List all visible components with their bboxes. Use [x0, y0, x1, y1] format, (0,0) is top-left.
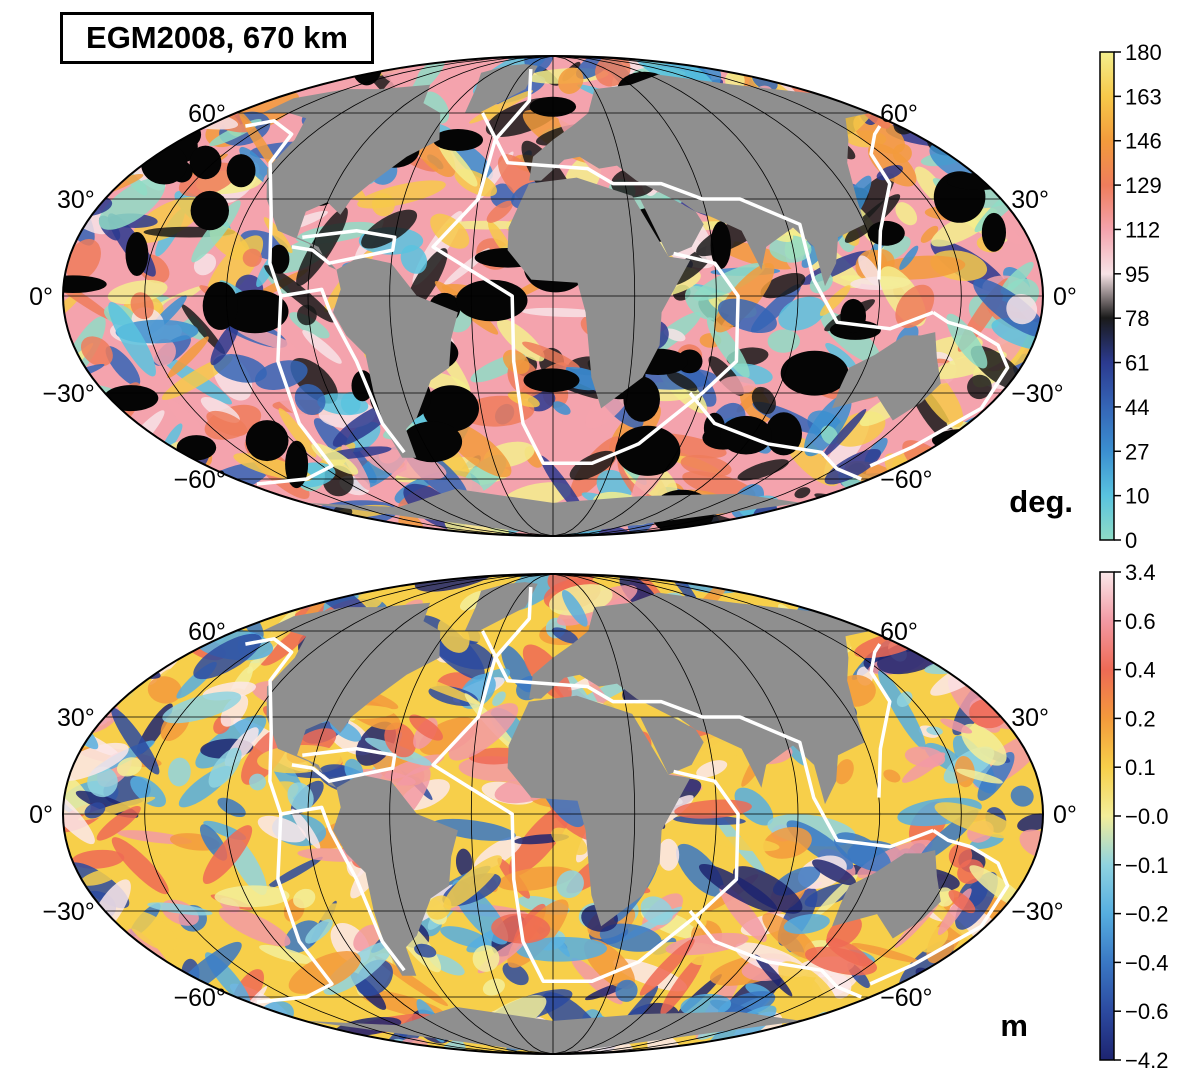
lat-label-left: −60°: [173, 466, 225, 494]
lat-label-left: 0°: [29, 801, 53, 829]
plate-boundaries: [245, 587, 1010, 1004]
lat-label-right: 60°: [880, 100, 918, 128]
lat-label-right: −60°: [880, 466, 932, 494]
colorbar-tick-label: 112: [1125, 217, 1160, 242]
land-australia: [832, 332, 941, 421]
colorbar-tick-label: 129: [1125, 173, 1162, 198]
colorbar-tick-label: 10: [1125, 484, 1149, 509]
lat-label-left: 0°: [29, 283, 53, 311]
lat-label-left: −60°: [173, 984, 225, 1012]
land-australia: [832, 850, 941, 939]
colorbar-tick-label: −4.2: [1125, 1048, 1168, 1069]
land-arabia: [640, 717, 704, 775]
colorbar-tick-label: 0: [1125, 528, 1137, 553]
colorbar-tick-label: −0.1: [1125, 853, 1168, 878]
colorbar-tick-label: 3.4: [1125, 560, 1156, 585]
angle-map: 60° 60° 30° 30° 0° 0° −30° −30° −60° −60° 180 163 14…: [29, 40, 1162, 553]
colorbar-scale: [1099, 51, 1115, 541]
colorbar-tick-label: 61: [1125, 351, 1149, 376]
lat-label-right: −60°: [880, 984, 932, 1012]
land-greenland: [464, 582, 538, 631]
colorbar-tick-label: 0.2: [1125, 706, 1156, 731]
map-outline: [61, 54, 1045, 538]
colorbar: 180 163 146 129 112 95 78 61 44 27 10 0 deg.: [1009, 40, 1161, 553]
land-namerica: [262, 84, 441, 270]
colorbar-tick-label: 78: [1125, 306, 1149, 331]
lat-label-right: 0°: [1053, 283, 1077, 311]
colorbar-tick-label: 163: [1125, 84, 1162, 109]
lat-label-left: 60°: [188, 100, 226, 128]
colorbar-tick-label: 0.6: [1125, 609, 1156, 634]
lat-label-right: 0°: [1053, 801, 1077, 829]
colorbar-tick-label: 0.1: [1125, 755, 1156, 780]
lat-label-left: −30°: [42, 898, 94, 926]
colorbar-unit: deg.: [1009, 484, 1073, 519]
colorbar-tick-label: 95: [1125, 262, 1149, 287]
graticule: [63, 574, 1043, 1054]
colorbar-tick-label: −0.4: [1125, 950, 1168, 975]
colorbar-tick-label: −0.6: [1125, 999, 1168, 1024]
colorbar-tick-label: −0.0: [1125, 804, 1168, 829]
colorbar-unit: m: [1000, 1008, 1028, 1043]
land-greenland: [464, 64, 538, 113]
colorbar-tick-label: 27: [1125, 439, 1149, 464]
colorbar: 3.4 0.6 0.4 0.2 0.1 −0.0 −0.1 −0.2 −0.4 −0.6 −4.2 m: [1000, 560, 1168, 1073]
colorbar-tick-label: 44: [1125, 395, 1149, 420]
lat-label-right: 60°: [880, 618, 918, 646]
lat-label-left: 30°: [57, 704, 95, 732]
lat-label-right: 30°: [1011, 704, 1049, 732]
colorbar-tick-label: 0.4: [1125, 658, 1156, 683]
land-arabia: [640, 199, 704, 257]
lat-label-left: 30°: [57, 186, 95, 214]
colorbar-scale: [1099, 571, 1115, 1061]
land-namerica: [262, 602, 441, 788]
lat-label-right: −30°: [1011, 380, 1063, 408]
colorbar-tick-label: −0.2: [1125, 902, 1168, 927]
figure-title: EGM2008, 670 km: [60, 12, 374, 64]
map-outline: [61, 572, 1045, 1056]
lat-label-right: 30°: [1011, 186, 1049, 214]
lat-label-right: −30°: [1011, 898, 1063, 926]
lat-label-left: 60°: [188, 618, 226, 646]
colorbar-tick-label: 146: [1125, 129, 1162, 154]
magnitude-map: 60° 60° 30° 30° 0° 0° −30° −30° −60° −60° 3.4 0.6 0.…: [29, 560, 1168, 1073]
lat-label-left: −30°: [42, 380, 94, 408]
colorbar-tick-label: 180: [1125, 40, 1162, 65]
plate-boundaries: [245, 69, 1010, 486]
